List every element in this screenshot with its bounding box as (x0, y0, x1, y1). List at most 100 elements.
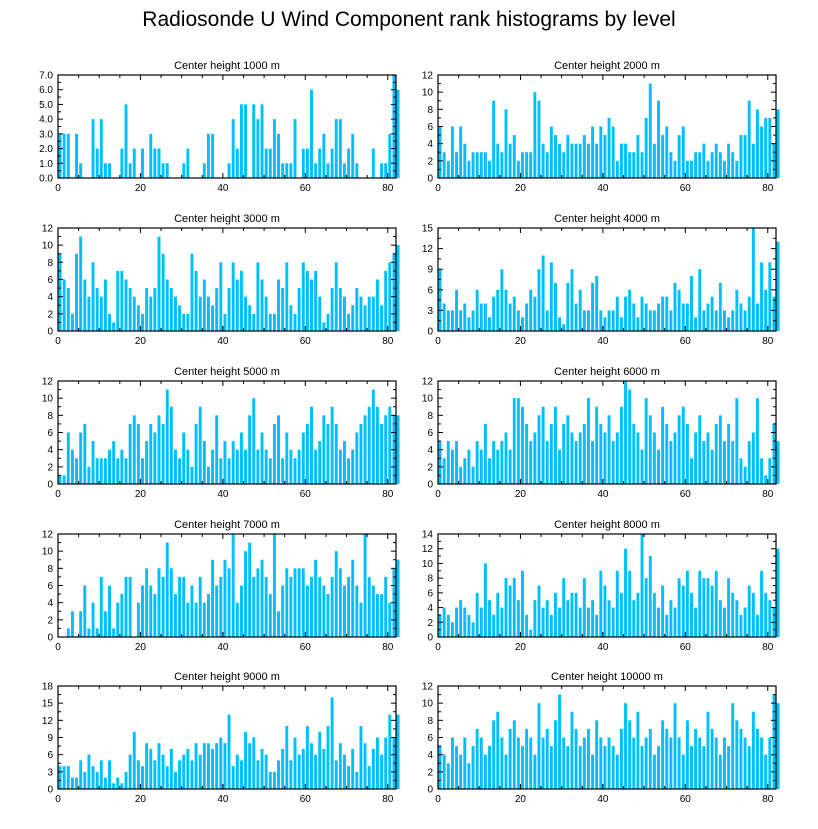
histogram-bar (755, 303, 759, 331)
histogram-bar (669, 737, 673, 789)
histogram-bar (673, 432, 677, 484)
histogram-bar (681, 585, 685, 637)
histogram-bar (541, 406, 545, 484)
histogram-bar (264, 296, 268, 331)
x-tick-label: 80 (762, 183, 774, 194)
histogram-bar (297, 754, 301, 789)
histogram-bar (252, 576, 256, 637)
histogram-bar (103, 163, 107, 178)
histogram-bar (446, 160, 450, 178)
plot-frame (57, 74, 397, 179)
histogram-bar (541, 607, 545, 637)
histogram-bar (124, 771, 128, 789)
y-tick-label: 4 (47, 598, 53, 609)
histogram-bar (743, 737, 747, 789)
histogram-bar (326, 313, 330, 331)
histogram-bar (619, 143, 623, 178)
x-tick-label: 20 (515, 336, 527, 347)
histogram-bar (305, 585, 309, 637)
histogram-bar (219, 576, 223, 637)
panel-title: Center height 3000 m (174, 213, 280, 225)
histogram-bar (537, 703, 541, 789)
histogram-bar (549, 126, 553, 178)
histogram-bar (483, 423, 487, 484)
histogram-bar (467, 160, 471, 178)
histogram-bar (103, 611, 107, 637)
histogram-bar (681, 754, 685, 789)
histogram-bar (739, 458, 743, 484)
histogram-bar (570, 592, 574, 637)
histogram-bar (582, 737, 586, 789)
x-tick-label: 40 (217, 183, 229, 194)
histogram-bar (582, 423, 586, 484)
y-tick-label: 12 (42, 224, 54, 235)
x-tick-label: 40 (597, 794, 609, 805)
histogram-bar (326, 726, 330, 789)
histogram-bar (178, 305, 182, 331)
histogram-bar (388, 406, 392, 484)
histogram-bar (467, 317, 471, 331)
histogram-bar (367, 296, 371, 331)
histogram-bar (363, 415, 367, 484)
histogram-panel: Center height 8000 m 0 20 40 60 80 0 2 4 6 8 10 12 14 (422, 519, 780, 653)
histogram-bar (231, 441, 235, 484)
histogram-panel: Center height 4000 m 0 20 40 60 80 0 3 6 9 12 15 (422, 213, 780, 347)
histogram-bar (215, 585, 219, 637)
y-tick-label: 12 (422, 377, 434, 388)
y-tick-label: 15 (422, 224, 434, 235)
histogram-bar (268, 458, 272, 484)
histogram-bar (723, 737, 726, 789)
histogram-bar (62, 475, 66, 484)
histogram-bar (260, 104, 264, 178)
y-tick-label: 0 (47, 633, 53, 644)
histogram-bar (582, 310, 586, 331)
histogram-bar (710, 728, 714, 789)
histogram-bar (446, 763, 450, 789)
histogram-bar (496, 289, 500, 331)
histogram-bar (128, 163, 132, 178)
histogram-bar (58, 253, 62, 331)
histogram-bar (673, 282, 677, 331)
histogram-bar (624, 143, 628, 178)
x-tick-label: 60 (680, 336, 692, 347)
histogram-bar (380, 305, 384, 331)
histogram-bar (285, 432, 289, 484)
histogram-bar (124, 576, 128, 637)
histogram-bar (223, 313, 227, 331)
histogram-bar (549, 614, 553, 637)
histogram-bar (281, 585, 285, 637)
histogram-bar (743, 310, 747, 331)
histogram-bar (718, 754, 722, 789)
histogram-bar (239, 432, 243, 484)
histogram-bar (731, 441, 735, 484)
histogram-bar (116, 777, 120, 789)
histogram-bar (206, 594, 210, 637)
x-tick-label: 40 (217, 642, 229, 653)
y-tick-label: 0 (47, 327, 53, 338)
histogram-bar (690, 746, 693, 789)
histogram-bar (438, 441, 442, 484)
histogram-bar (624, 381, 628, 484)
histogram-bar (314, 559, 318, 637)
histogram-bar (141, 313, 144, 331)
histogram-bar (657, 100, 660, 178)
histogram-bar (760, 458, 764, 484)
histogram-bar (677, 578, 681, 637)
histogram-bar (322, 322, 326, 331)
histogram-bar (521, 746, 524, 789)
x-tick-label: 40 (217, 336, 229, 347)
histogram-bar (198, 576, 202, 637)
histogram-bar (591, 754, 595, 789)
histogram-bar (644, 398, 648, 484)
histogram-bar (334, 551, 338, 637)
histogram-bar (305, 726, 309, 789)
histogram-bar (525, 728, 529, 789)
histogram-bar (264, 754, 268, 789)
histogram-bar (153, 594, 157, 637)
histogram-bar (768, 600, 772, 637)
histogram-bar (363, 743, 367, 789)
histogram-bar (108, 760, 111, 789)
histogram-bar (248, 542, 252, 637)
y-tick-label: 0 (427, 785, 433, 796)
y-tick-label: 3 (427, 306, 433, 317)
